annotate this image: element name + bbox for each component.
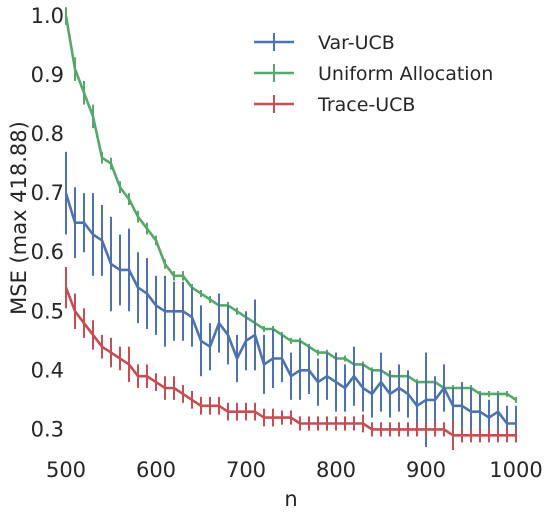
- x-tick-label: 900: [406, 458, 446, 482]
- series-line: [64, 192, 516, 425]
- y-tick-label: 0.9: [31, 63, 64, 87]
- y-tick-label: 0.7: [31, 181, 64, 205]
- legend-item: Trace-UCB: [254, 94, 415, 116]
- x-tick-label: 600: [136, 458, 176, 482]
- series-trace-ucb: [64, 266, 517, 451]
- legend-label: Var-UCB: [318, 32, 395, 54]
- x-axis-ticks: 500 600 700 800 900 1000: [46, 458, 543, 482]
- y-tick-label: 0.5: [31, 299, 64, 323]
- y-axis-label: MSE (max 418.88): [7, 121, 31, 315]
- x-tick-label: 700: [226, 458, 266, 482]
- plot-area: [64, 7, 517, 451]
- y-tick-label: 0.4: [31, 358, 64, 382]
- legend-label: Uniform Allocation: [318, 63, 493, 85]
- y-tick-label: 0.3: [31, 417, 64, 441]
- series-line: [64, 15, 517, 401]
- x-axis-label: n: [284, 487, 297, 511]
- legend: Var-UCB Uniform Allocation Trace-UCB: [254, 32, 493, 116]
- x-tick-label: 500: [46, 458, 86, 482]
- legend-label: Trace-UCB: [317, 94, 415, 116]
- series-line: [64, 287, 516, 437]
- y-tick-label: 0.8: [31, 122, 64, 146]
- x-tick-label: 1000: [489, 458, 542, 482]
- series-var-ucb: [64, 151, 517, 448]
- legend-item: Var-UCB: [254, 32, 395, 54]
- y-axis-ticks: 0.3 0.4 0.5 0.6 0.7 0.8 0.9 1.0: [31, 4, 64, 441]
- x-tick-label: 800: [316, 458, 356, 482]
- legend-item: Uniform Allocation: [254, 63, 493, 85]
- y-tick-label: 0.6: [31, 240, 64, 264]
- y-tick-label: 1.0: [31, 4, 64, 28]
